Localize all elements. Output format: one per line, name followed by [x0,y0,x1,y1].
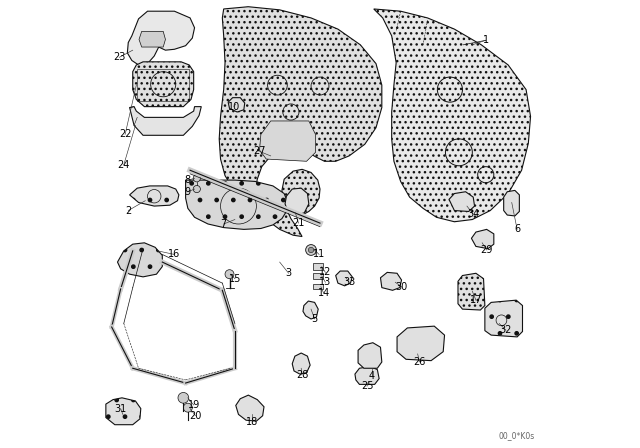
Text: 22: 22 [119,129,131,139]
Text: 19: 19 [188,400,200,410]
Circle shape [193,175,200,182]
Text: 29: 29 [481,245,493,255]
Polygon shape [380,272,401,290]
Polygon shape [118,243,163,277]
Polygon shape [472,229,494,249]
Text: 28: 28 [296,370,308,380]
Circle shape [178,392,189,403]
Polygon shape [132,62,194,107]
Circle shape [184,403,192,412]
Polygon shape [236,395,264,421]
Polygon shape [303,301,318,319]
Text: 1: 1 [483,35,489,45]
Polygon shape [292,353,310,374]
Polygon shape [106,398,141,425]
Text: 31: 31 [115,404,127,414]
Text: 20: 20 [189,411,202,421]
Polygon shape [130,107,202,135]
Circle shape [306,245,316,255]
Polygon shape [358,343,382,368]
Polygon shape [260,121,316,161]
Text: 10: 10 [228,102,240,112]
Text: 00_0*K0s: 00_0*K0s [499,431,535,440]
FancyBboxPatch shape [314,284,323,289]
Text: 17: 17 [470,295,482,305]
Circle shape [225,270,234,279]
Polygon shape [374,9,531,222]
Text: 14: 14 [317,288,330,298]
Polygon shape [186,180,288,229]
Text: 21: 21 [292,218,305,228]
Text: 33: 33 [343,277,355,287]
Polygon shape [127,11,195,65]
Text: 2: 2 [125,206,131,215]
Polygon shape [139,31,165,47]
Polygon shape [336,271,352,286]
Text: 16: 16 [168,250,180,259]
Text: 5: 5 [312,314,317,324]
Polygon shape [458,273,485,310]
Polygon shape [449,192,475,211]
Polygon shape [397,326,445,361]
Text: 6: 6 [514,224,520,234]
Text: 30: 30 [396,282,408,292]
Text: 9: 9 [185,187,191,197]
Text: 32: 32 [500,325,512,335]
Polygon shape [220,7,382,237]
Text: 24: 24 [118,160,130,170]
Polygon shape [355,366,379,384]
Text: 15: 15 [228,274,241,284]
Polygon shape [485,300,522,337]
Text: 13: 13 [319,277,332,287]
Polygon shape [130,186,179,206]
Text: 7: 7 [221,219,227,229]
Text: 34: 34 [467,209,479,219]
Text: 25: 25 [361,381,373,391]
Text: 3: 3 [285,268,292,278]
Circle shape [193,185,200,193]
Polygon shape [228,98,244,112]
FancyBboxPatch shape [314,273,323,279]
Polygon shape [504,190,520,216]
Text: 12: 12 [319,267,332,277]
Text: 18: 18 [246,417,258,427]
Text: 26: 26 [413,357,426,367]
Text: 4: 4 [369,371,374,381]
Text: 11: 11 [313,250,325,259]
Text: 8: 8 [185,175,191,185]
Text: 27: 27 [253,146,266,156]
Text: 23: 23 [113,52,125,62]
FancyBboxPatch shape [314,263,323,270]
Circle shape [308,247,314,253]
Polygon shape [285,188,309,215]
